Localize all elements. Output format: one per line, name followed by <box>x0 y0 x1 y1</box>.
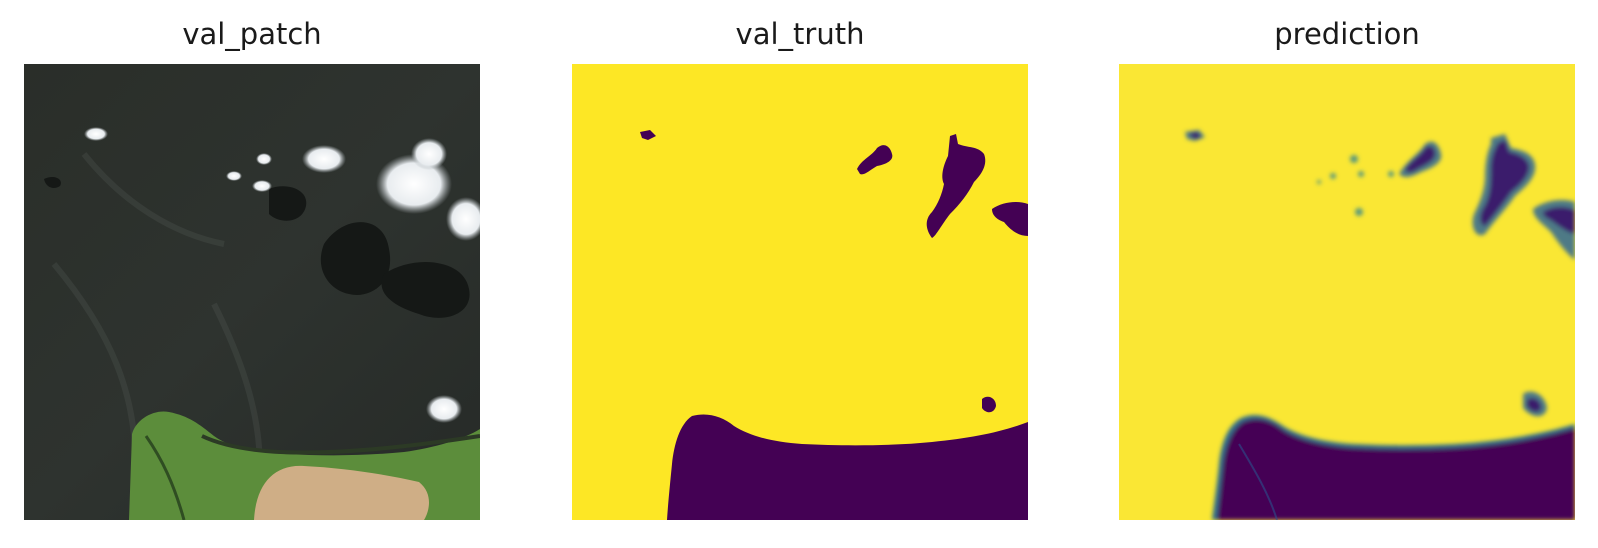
cloud-shadows <box>44 176 470 318</box>
panel-title: val_patch <box>182 17 322 51</box>
panel-title: prediction <box>1274 17 1420 51</box>
prediction-scattered-blobs <box>1317 155 1394 216</box>
val-patch-image <box>24 64 480 520</box>
prediction-coast-region <box>1217 419 1575 520</box>
prediction-map <box>1119 64 1575 520</box>
prediction-background-regions <box>1189 132 1575 412</box>
panel-title: val_truth <box>735 17 865 51</box>
bare-soil-area <box>254 465 429 520</box>
mask-background-regions <box>640 130 1028 520</box>
clouds <box>84 127 480 476</box>
val-truth-mask <box>572 64 1028 520</box>
